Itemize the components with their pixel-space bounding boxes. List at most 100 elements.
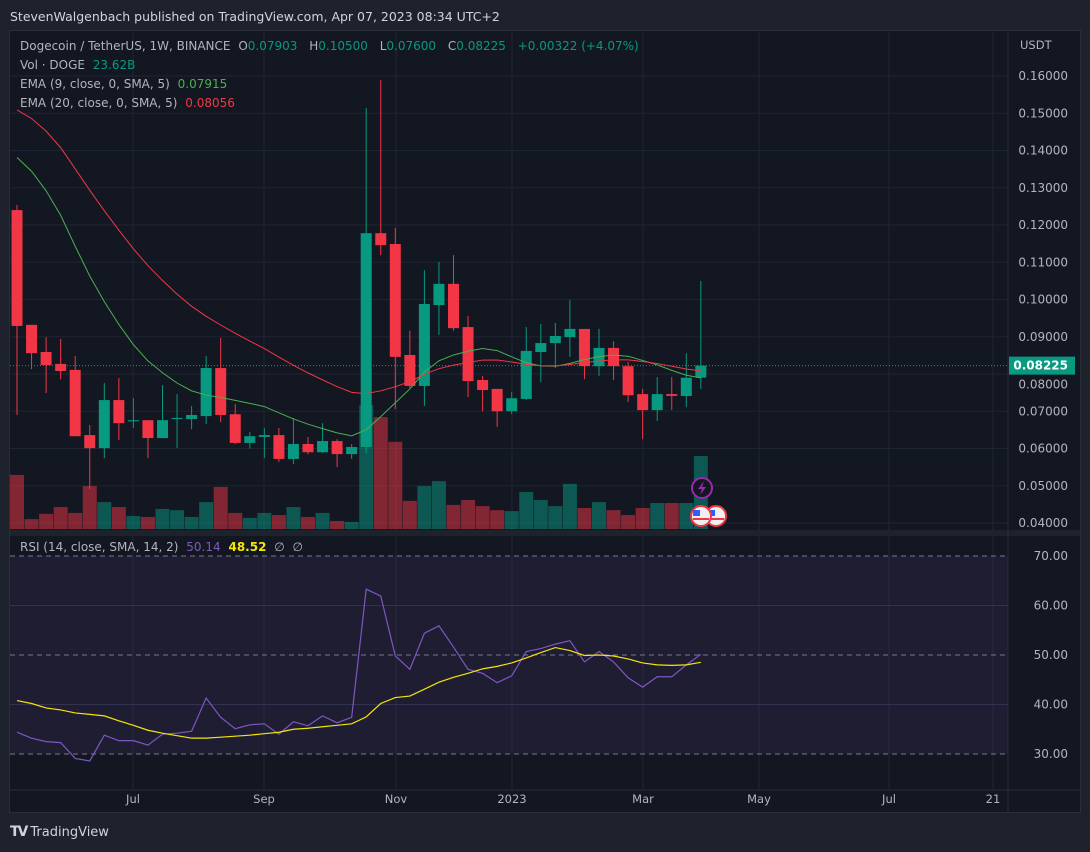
volume-bar: [490, 510, 505, 529]
volume-bar: [68, 512, 83, 529]
candle-body: [651, 394, 663, 411]
rsi-tick-label: 70.00: [1034, 549, 1068, 563]
candle-body: [389, 243, 401, 357]
volume-bar: [199, 502, 214, 529]
candle-body: [229, 414, 241, 443]
volume-label: Vol · DOGE: [20, 58, 85, 72]
ema20-value: 0.08056: [185, 96, 235, 110]
ema9-legend[interactable]: EMA (9, close, 0, SMA, 5) 0.07915: [20, 77, 231, 91]
candle-body: [157, 420, 168, 439]
rsi-tick-label: 50.00: [1034, 648, 1068, 662]
time-tick-label: Mar: [632, 792, 654, 806]
volume-bar: [344, 521, 359, 529]
rsi-ma-value: 48.52: [228, 540, 267, 554]
ema9-line: [16, 157, 701, 437]
volume-legend[interactable]: Vol · DOGE 23.62B: [20, 58, 139, 72]
ema20-legend[interactable]: EMA (20, close, 0, SMA, 5) 0.08056: [20, 96, 239, 110]
candle-body: [695, 365, 707, 378]
candle-body: [433, 283, 445, 306]
volume-bar: [548, 506, 563, 529]
open-label: O: [238, 39, 248, 53]
publisher-line: StevenWalgenbach published on TradingVie…: [10, 9, 500, 24]
pane-separator: [10, 530, 1080, 536]
rsi-value: 50.14: [186, 540, 221, 554]
candle-body: [506, 398, 518, 412]
candle-body: [215, 368, 227, 415]
candle-body: [680, 377, 692, 396]
time-tick-label: Jul: [881, 792, 896, 806]
volume-bar: [533, 499, 548, 529]
price-tick-label: 0.05000: [1018, 479, 1068, 493]
volume-bar: [170, 510, 185, 529]
candle-body: [287, 444, 299, 459]
footer-brand[interactable]: TV TradingView: [10, 824, 109, 840]
candle-body: [549, 336, 561, 344]
volume-bar: [519, 491, 534, 529]
candle-body: [491, 388, 503, 412]
candle-body: [55, 363, 67, 372]
volume-bar: [315, 512, 330, 529]
volume-bars: [10, 405, 708, 529]
candle-body: [171, 417, 183, 420]
volume-bar: [10, 474, 24, 529]
candle-body: [535, 343, 547, 353]
volume-bar: [97, 502, 112, 529]
volume-bar: [664, 503, 679, 529]
candle-body: [273, 435, 285, 459]
price-tick-label: 0.12000: [1018, 218, 1068, 232]
event-icons[interactable]: [690, 477, 727, 527]
volume-bar: [111, 507, 126, 529]
volume-bar: [388, 441, 403, 529]
flag-canton: [693, 510, 700, 516]
brand-name: TradingView: [30, 824, 109, 840]
candle-body: [113, 400, 125, 424]
price-tick-label: 0.13000: [1018, 181, 1068, 195]
candle-body: [360, 233, 372, 448]
candles: [11, 80, 707, 490]
candle-body: [375, 233, 387, 246]
open-value: 0.07903: [247, 39, 298, 53]
axes: 0.16000 0.15000 0.14000 0.13000 0.12000 0.110…: [10, 31, 1080, 812]
ema-lines: [10, 109, 1008, 437]
time-tick-label: Sep: [253, 792, 275, 806]
price-tick-label: 0.11000: [1018, 255, 1068, 269]
ema9-value: 0.07915: [177, 77, 228, 91]
candle-body: [98, 400, 110, 449]
rsi-lines: [16, 588, 702, 762]
time-tick-label: 2023: [497, 792, 526, 806]
time-tick-label: Nov: [385, 792, 408, 806]
price-tick-label: 0.04000: [1018, 516, 1068, 530]
symbol-name[interactable]: Dogecoin / TetherUS, 1W, BINANCE: [20, 39, 231, 53]
candle-body: [448, 283, 459, 329]
candle-body: [462, 327, 474, 382]
candle-body: [26, 324, 38, 354]
rsi-legend[interactable]: RSI (14, close, SMA, 14, 2) 50.14 48.52 …: [20, 540, 307, 554]
candle-body: [142, 420, 154, 439]
price-tick-label: 0.16000: [1018, 69, 1068, 83]
volume-bar: [621, 515, 636, 529]
ema20-line: [16, 109, 701, 395]
candle-body: [200, 368, 212, 417]
volume-bar: [446, 504, 461, 529]
candle-body: [622, 366, 634, 396]
price-tick-label: 0.15000: [1018, 106, 1068, 120]
volume-bar: [39, 513, 54, 529]
low-label: L: [379, 39, 387, 53]
candle-body: [578, 328, 590, 367]
ema20-label: EMA (20, close, 0, SMA, 5): [20, 96, 178, 110]
close-value: 0.08225: [456, 39, 506, 53]
price-axis-unit: USDT: [1020, 38, 1052, 52]
volume-bar: [330, 520, 345, 529]
candle-body: [520, 350, 532, 399]
candle-body: [186, 414, 198, 420]
volume-bar: [679, 503, 694, 529]
flag-stripe: [708, 518, 724, 520]
candle-body: [608, 347, 620, 367]
volume-bar: [475, 506, 490, 529]
change-value: +0.00322 (+4.07%): [517, 39, 639, 53]
close-label: C: [447, 39, 457, 53]
candle-body: [637, 394, 649, 411]
volume-bar: [286, 507, 301, 529]
volume-bar: [271, 515, 286, 529]
